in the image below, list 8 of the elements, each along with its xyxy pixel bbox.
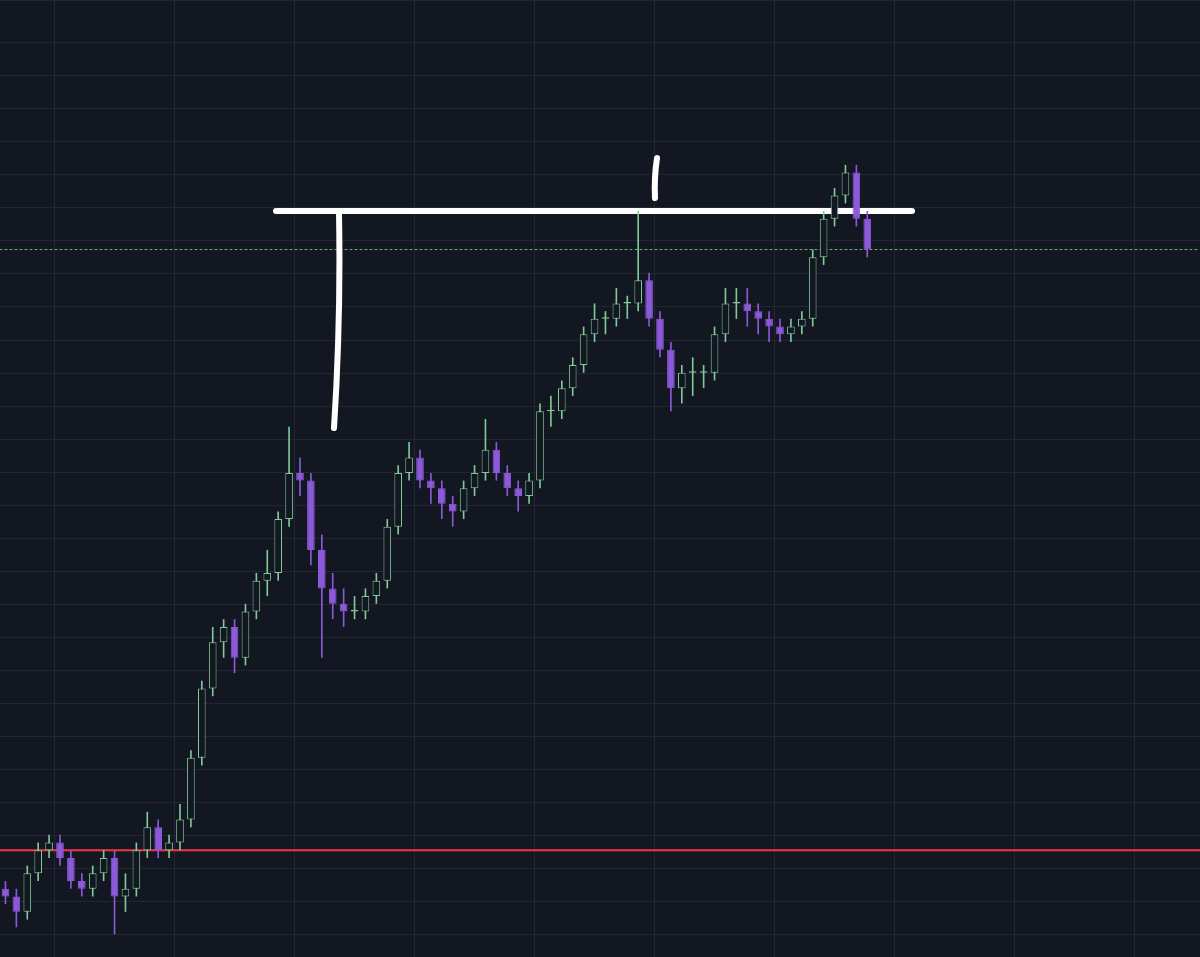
candlestick [754, 303, 762, 335]
candlestick [296, 457, 304, 496]
candlestick [765, 311, 773, 342]
candlestick [743, 288, 752, 327]
candlestick [263, 549, 272, 597]
candlestick [448, 495, 457, 527]
candlestick [427, 472, 435, 504]
candlestick [634, 211, 642, 312]
